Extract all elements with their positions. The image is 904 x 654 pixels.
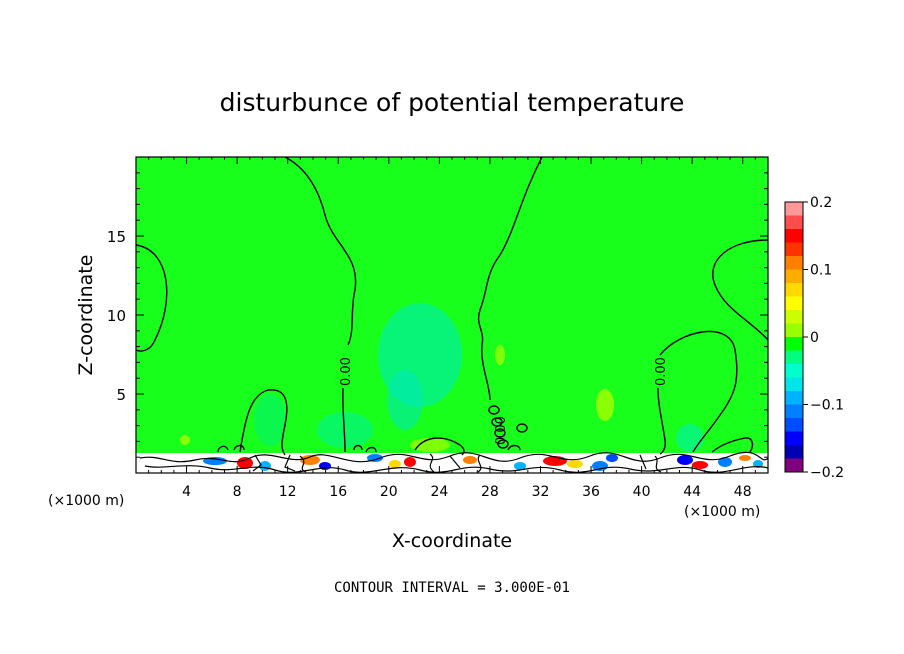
colorbar-swatch [785,445,803,459]
y-axis: 5 10 15 [107,172,768,458]
x-tick-label: 8 [233,484,242,500]
colorbar-swatch [785,283,803,297]
x-tick-label: 32 [532,484,550,500]
x-tick-label: 20 [380,484,398,500]
x-tick-label: 16 [329,484,347,500]
colorbar-swatch [785,215,803,230]
colorbar [785,202,803,473]
y-tick-label: 15 [107,228,126,246]
colorbar-swatch [785,242,803,257]
x-tick-label: 44 [683,484,701,500]
colorbar-swatch [785,256,803,270]
colorbar-swatch [785,364,803,378]
x-unit-right: (×1000 m) [684,504,760,520]
colorbar-swatch [785,458,803,473]
colorbar-swatch [785,202,803,216]
colorbar-swatch [785,431,803,446]
colorbar-swatch [785,418,803,432]
zero-contours [136,157,768,456]
contour-label-center: 0.00 [494,416,509,445]
colorbar-swatch [785,391,803,405]
colorbar-swatch [785,377,803,392]
colorbar-swatch [785,404,803,419]
x-tick-label: 4 [182,484,191,500]
colorbar-tick-label: 0 [810,330,819,346]
x-axis-label: X-coordinate [392,530,512,552]
colorbar-swatch [785,350,803,365]
chart-title: disturbunce of potential temperature [220,88,685,117]
x-axis: 4 8 12 16 20 24 28 32 36 40 44 48 [148,157,756,500]
y-tick-label: 5 [116,386,126,404]
x-tick-label: 40 [633,484,651,500]
field-background [136,157,768,473]
colorbar-swatch [785,269,803,284]
x-tick-label: 28 [481,484,499,500]
colorbar-swatch [785,310,803,324]
colorbar-swatch [785,323,803,338]
lower-band-colors [203,454,763,471]
x-tick-label: 24 [430,484,448,500]
contour-label-left: 0.00 [339,357,354,386]
contour-interval: CONTOUR INTERVAL = 3.000E-01 [334,580,570,596]
colorbar-ticks: 0.2 0.1 0 −0.1 −0.2 [803,195,844,481]
y-axis-label: Z-coordinate [75,255,97,376]
colorbar-swatch [785,337,803,351]
colorbar-tick-label: 0.2 [810,195,832,211]
colorbar-swatch [785,229,803,243]
contour-label-right: 0.00 [654,357,669,386]
colorbar-tick-label: −0.2 [810,465,844,481]
x-tick-label: 36 [582,484,600,500]
x-tick-label: 12 [279,484,297,500]
y-tick-label: 10 [107,307,126,325]
x-unit-left: (×1000 m) [48,493,124,509]
colorbar-tick-label: 0.1 [810,263,832,279]
x-tick-label: 48 [734,484,752,500]
colorbar-swatch [785,296,803,311]
heatmap-field [136,157,768,473]
colorbar-tick-label: −0.1 [810,398,844,414]
